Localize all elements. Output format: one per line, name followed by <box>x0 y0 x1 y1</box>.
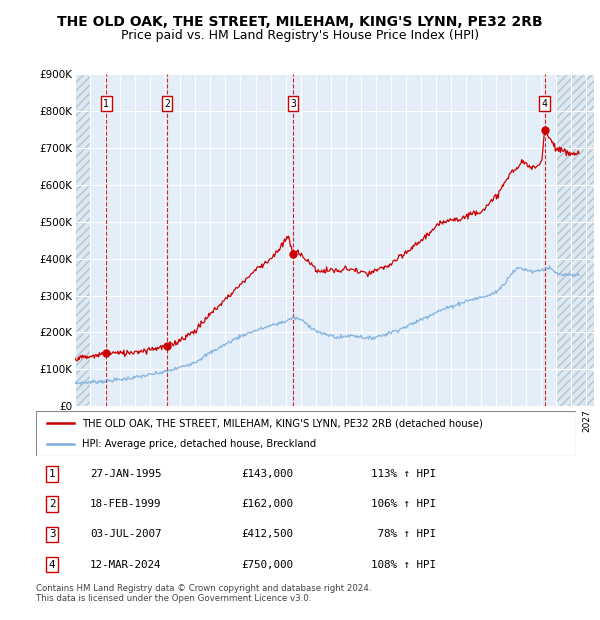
Text: 106% ↑ HPI: 106% ↑ HPI <box>371 499 436 509</box>
Text: £412,500: £412,500 <box>241 529 293 539</box>
Text: 4: 4 <box>49 560 55 570</box>
Text: 1: 1 <box>103 99 109 109</box>
Text: THE OLD OAK, THE STREET, MILEHAM, KING'S LYNN, PE32 2RB (detached house): THE OLD OAK, THE STREET, MILEHAM, KING'S… <box>82 418 483 428</box>
Text: Price paid vs. HM Land Registry's House Price Index (HPI): Price paid vs. HM Land Registry's House … <box>121 29 479 42</box>
Bar <box>90 74 556 406</box>
Text: 18-FEB-1999: 18-FEB-1999 <box>90 499 161 509</box>
Bar <box>556 74 594 406</box>
Text: 4: 4 <box>542 99 547 109</box>
Text: 3: 3 <box>290 99 296 109</box>
Text: £143,000: £143,000 <box>241 469 293 479</box>
Text: HPI: Average price, detached house, Breckland: HPI: Average price, detached house, Brec… <box>82 438 316 449</box>
Text: 03-JUL-2007: 03-JUL-2007 <box>90 529 161 539</box>
Text: £750,000: £750,000 <box>241 560 293 570</box>
Text: 3: 3 <box>49 529 55 539</box>
Text: 2: 2 <box>49 499 55 509</box>
Text: 108% ↑ HPI: 108% ↑ HPI <box>371 560 436 570</box>
Bar <box>75 74 90 406</box>
Text: 113% ↑ HPI: 113% ↑ HPI <box>371 469 436 479</box>
Text: 78% ↑ HPI: 78% ↑ HPI <box>371 529 436 539</box>
Bar <box>75 74 90 406</box>
Text: 27-JAN-1995: 27-JAN-1995 <box>90 469 161 479</box>
Text: 2: 2 <box>164 99 170 109</box>
Text: £162,000: £162,000 <box>241 499 293 509</box>
Text: 12-MAR-2024: 12-MAR-2024 <box>90 560 161 570</box>
Bar <box>556 74 594 406</box>
Text: 1: 1 <box>49 469 55 479</box>
Text: THE OLD OAK, THE STREET, MILEHAM, KING'S LYNN, PE32 2RB: THE OLD OAK, THE STREET, MILEHAM, KING'S… <box>57 16 543 30</box>
Text: Contains HM Land Registry data © Crown copyright and database right 2024.
This d: Contains HM Land Registry data © Crown c… <box>36 584 371 603</box>
